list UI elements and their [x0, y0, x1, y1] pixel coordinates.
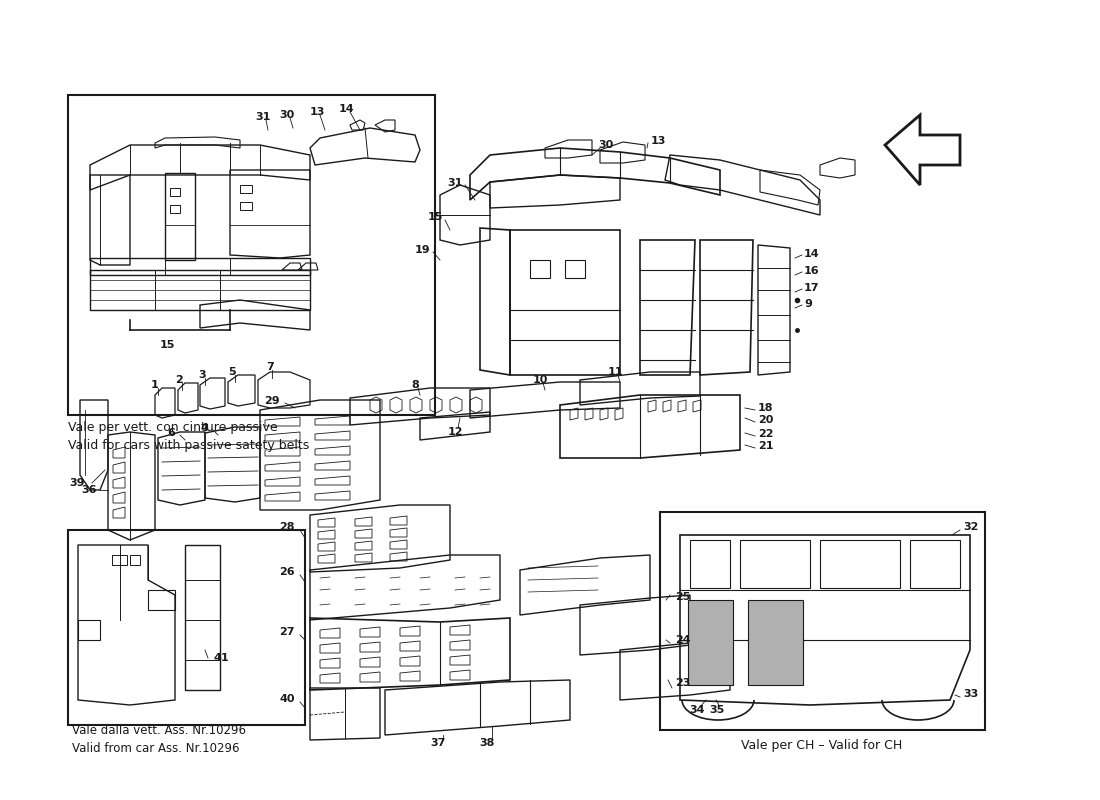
Text: 10: 10 — [532, 375, 548, 385]
Bar — [240, 185, 252, 193]
Bar — [68, 530, 305, 725]
Text: 28: 28 — [279, 522, 295, 532]
Bar — [688, 600, 733, 685]
Bar — [170, 188, 180, 196]
Text: 35: 35 — [710, 705, 725, 715]
Text: 25: 25 — [675, 592, 691, 602]
Text: 36: 36 — [81, 485, 97, 495]
Text: Vale per CH – Valid for CH: Vale per CH – Valid for CH — [741, 738, 903, 751]
Text: 11: 11 — [607, 367, 623, 377]
Text: Vale dalla vett. Ass. Nr.10296: Vale dalla vett. Ass. Nr.10296 — [72, 723, 246, 737]
Text: 24: 24 — [675, 635, 691, 645]
Text: 21: 21 — [758, 441, 773, 451]
Text: 18: 18 — [758, 403, 773, 413]
Text: 15: 15 — [160, 340, 175, 350]
Text: 8: 8 — [411, 380, 419, 390]
Bar — [240, 202, 252, 210]
Text: 34: 34 — [690, 705, 705, 715]
Text: 41: 41 — [213, 653, 229, 663]
Text: 13: 13 — [309, 107, 324, 117]
Text: 38: 38 — [480, 738, 495, 748]
Text: 14: 14 — [339, 104, 355, 114]
Text: 26: 26 — [279, 567, 295, 577]
Text: 3: 3 — [198, 370, 206, 380]
Text: Valid from car Ass. Nr.10296: Valid from car Ass. Nr.10296 — [72, 742, 240, 754]
Text: 9: 9 — [804, 299, 812, 309]
Text: 17: 17 — [804, 283, 820, 293]
Text: 2: 2 — [175, 375, 183, 385]
Text: 15: 15 — [428, 212, 443, 222]
Text: 20: 20 — [758, 415, 773, 425]
Text: 19: 19 — [415, 245, 430, 255]
Text: 14: 14 — [804, 249, 820, 259]
Text: 6: 6 — [167, 428, 175, 438]
Text: 22: 22 — [758, 429, 773, 439]
Text: 23: 23 — [675, 678, 691, 688]
Text: 27: 27 — [279, 627, 295, 637]
Text: 5: 5 — [228, 367, 235, 377]
Bar — [530, 260, 550, 278]
Text: 39: 39 — [69, 478, 85, 488]
Text: 12: 12 — [448, 427, 463, 437]
Bar — [170, 205, 180, 213]
Bar — [748, 600, 803, 685]
Text: 30: 30 — [279, 110, 295, 120]
Text: 31: 31 — [255, 112, 271, 122]
Bar — [112, 555, 126, 565]
Text: 32: 32 — [962, 522, 978, 532]
Bar — [130, 555, 140, 565]
Text: 40: 40 — [279, 694, 295, 704]
Text: 1: 1 — [151, 380, 158, 390]
Text: 31: 31 — [448, 178, 463, 188]
Text: Valid for cars with passive satety belts: Valid for cars with passive satety belts — [68, 438, 309, 451]
Text: 33: 33 — [962, 689, 978, 699]
Text: 13: 13 — [651, 136, 667, 146]
Bar — [660, 512, 984, 730]
Bar — [565, 260, 585, 278]
Text: 29: 29 — [264, 396, 280, 406]
Polygon shape — [886, 115, 960, 185]
Text: 7: 7 — [266, 362, 274, 372]
Text: 30: 30 — [598, 140, 614, 150]
Text: 16: 16 — [804, 266, 820, 276]
Bar — [68, 95, 434, 415]
Text: 37: 37 — [430, 738, 446, 748]
Text: Vale per vett. con cinture passive: Vale per vett. con cinture passive — [68, 422, 277, 434]
Text: 4: 4 — [200, 423, 208, 433]
